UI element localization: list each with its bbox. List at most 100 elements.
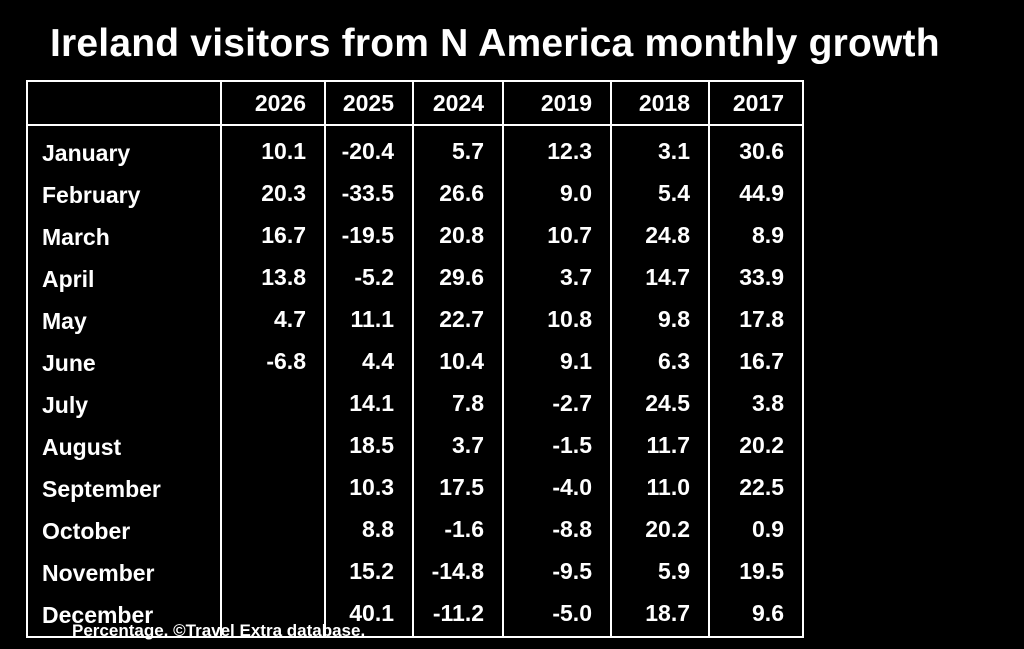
row-label-february: February [26,174,222,216]
footnote: Percentage. ©Travel Extra database. [72,621,366,640]
chart-title: Ireland visitors from N America monthly … [50,22,940,65]
column-header-2018: 2018 [610,80,710,126]
cell-august-2024: 3.7 [412,426,504,468]
cell-april-2025: -5.2 [324,258,414,300]
row-label-april: April [26,258,222,300]
cell-february-2026: 20.3 [220,174,326,216]
cell-july-2025: 14.1 [324,384,414,426]
cell-october-2025: 8.8 [324,510,414,552]
row-label-october: October [26,510,222,552]
growth-table: 2026 2025 2024 2019 2018 2017 January 10.1 -20.… [26,80,804,638]
cell-august-2019: -1.5 [502,426,612,468]
cell-may-2018: 9.8 [610,300,710,342]
cell-october-2018: 20.2 [610,510,710,552]
cell-april-2019: 3.7 [502,258,612,300]
row-label-november: November [26,552,222,594]
cell-january-2018: 3.1 [610,125,710,174]
cell-july-2019: -2.7 [502,384,612,426]
cell-december-2018: 18.7 [610,594,710,638]
cell-may-2026: 4.7 [220,300,326,342]
cell-december-2026 [220,594,326,638]
cell-april-2017: 33.9 [708,258,804,300]
cell-january-2026: 10.1 [220,125,326,174]
cell-august-2025: 18.5 [324,426,414,468]
cell-august-2017: 20.2 [708,426,804,468]
cell-july-2026 [220,384,326,426]
column-header-2017: 2017 [708,80,804,126]
cell-february-2024: 26.6 [412,174,504,216]
row-label-september: September [26,468,222,510]
cell-november-2024: -14.8 [412,552,504,594]
table-row: July 14.1 7.8 -2.7 24.5 3.8 [26,384,804,426]
table-row: January 10.1 -20.4 5.7 12.3 3.1 30.6 [26,125,804,174]
cell-november-2025: 15.2 [324,552,414,594]
column-header-2019: 2019 [502,80,612,126]
cell-august-2018: 11.7 [610,426,710,468]
cell-november-2017: 19.5 [708,552,804,594]
cell-november-2026 [220,552,326,594]
cell-march-2018: 24.8 [610,216,710,258]
cell-september-2018: 11.0 [610,468,710,510]
cell-march-2024: 20.8 [412,216,504,258]
cell-january-2024: 5.7 [412,125,504,174]
cell-february-2018: 5.4 [610,174,710,216]
cell-march-2017: 8.9 [708,216,804,258]
table-row: February 20.3 -33.5 26.6 9.0 5.4 44.9 [26,174,804,216]
cell-october-2026 [220,510,326,552]
table-row: April 13.8 -5.2 29.6 3.7 14.7 33.9 [26,258,804,300]
table-row: November 15.2 -14.8 -9.5 5.9 19.5 [26,552,804,594]
cell-february-2017: 44.9 [708,174,804,216]
column-header-2026: 2026 [220,80,326,126]
cell-may-2019: 10.8 [502,300,612,342]
row-label-august: August [26,426,222,468]
cell-september-2025: 10.3 [324,468,414,510]
row-label-july: July [26,384,222,426]
table-row: October 8.8 -1.6 -8.8 20.2 0.9 [26,510,804,552]
cell-march-2025: -19.5 [324,216,414,258]
cell-march-2019: 10.7 [502,216,612,258]
cell-december-2017: 9.6 [708,594,804,638]
cell-november-2019: -9.5 [502,552,612,594]
cell-january-2025: -20.4 [324,125,414,174]
column-header-2025: 2025 [324,80,414,126]
table-row: August 18.5 3.7 -1.5 11.7 20.2 [26,426,804,468]
cell-april-2018: 14.7 [610,258,710,300]
cell-december-2025: 40.1 [324,594,414,638]
cell-may-2024: 22.7 [412,300,504,342]
corner-cell [26,80,222,126]
cell-february-2019: 9.0 [502,174,612,216]
cell-december-2019: -5.0 [502,594,612,638]
row-label-january: January [26,125,222,174]
table-body: January 10.1 -20.4 5.7 12.3 3.1 30.6 February 20… [26,125,804,638]
cell-december-2024: -11.2 [412,594,504,638]
cell-july-2018: 24.5 [610,384,710,426]
row-label-december: December [26,594,222,638]
row-label-may: May [26,300,222,342]
cell-september-2019: -4.0 [502,468,612,510]
cell-august-2026 [220,426,326,468]
cell-october-2024: -1.6 [412,510,504,552]
cell-may-2025: 11.1 [324,300,414,342]
table-row: December 40.1 -11.2 -5.0 18.7 9.6 [26,594,804,638]
column-header-2024: 2024 [412,80,504,126]
cell-april-2024: 29.6 [412,258,504,300]
cell-september-2024: 17.5 [412,468,504,510]
cell-september-2017: 22.5 [708,468,804,510]
cell-june-2019: 9.1 [502,342,612,384]
cell-september-2026 [220,468,326,510]
cell-june-2017: 16.7 [708,342,804,384]
cell-april-2026: 13.8 [220,258,326,300]
cell-june-2026: -6.8 [220,342,326,384]
cell-january-2019: 12.3 [502,125,612,174]
table-row: June -6.8 4.4 10.4 9.1 6.3 16.7 [26,342,804,384]
row-label-june: June [26,342,222,384]
header-row: 2026 2025 2024 2019 2018 2017 [26,80,804,126]
cell-october-2019: -8.8 [502,510,612,552]
cell-june-2024: 10.4 [412,342,504,384]
cell-february-2025: -33.5 [324,174,414,216]
table-row: September 10.3 17.5 -4.0 11.0 22.5 [26,468,804,510]
row-label-march: March [26,216,222,258]
cell-july-2017: 3.8 [708,384,804,426]
cell-june-2018: 6.3 [610,342,710,384]
cell-may-2017: 17.8 [708,300,804,342]
